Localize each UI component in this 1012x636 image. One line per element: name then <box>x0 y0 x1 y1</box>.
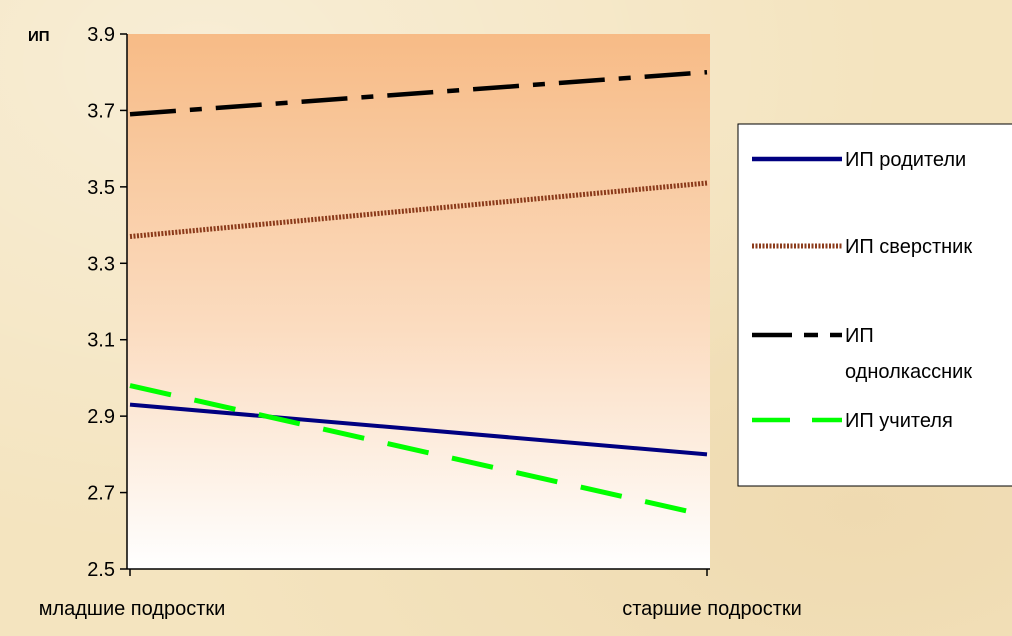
series-layer <box>129 69 708 518</box>
legend-label: ИП родители <box>845 149 966 171</box>
legend-box <box>737 123 1012 487</box>
y-tick-label: 3.9 <box>87 24 115 46</box>
legend-label: ИП <box>845 325 874 347</box>
x-axis: младшие подростки старшие подростки <box>39 568 802 620</box>
y-tick-label: 2.7 <box>87 483 115 505</box>
y-tick-label: 3.3 <box>87 253 115 275</box>
series-line <box>129 383 708 518</box>
y-tick-label: 2.9 <box>87 406 115 428</box>
y-tick-label: 3.1 <box>87 330 115 352</box>
plot-area <box>127 34 710 569</box>
y-tick-label: 2.5 <box>87 559 115 581</box>
y-tick-label: 3.7 <box>87 100 115 122</box>
legend-label: однолкассник <box>845 361 972 383</box>
series-line <box>129 69 708 117</box>
legend: ИП родители ИП сверстник ИП однолкассник ИП … <box>737 123 1012 487</box>
y-axis-label: ИП <box>28 28 50 45</box>
x-tick-label: старшие подростки <box>622 598 802 620</box>
series-line <box>129 402 708 457</box>
x-tick-label: младшие подростки <box>39 598 226 620</box>
y-axis: 2.5 2.7 2.9 3.1 3.3 3.5 3.7 3.9 <box>87 24 128 581</box>
legend-label: ИП сверстник <box>845 236 972 258</box>
legend-label: ИП учителя <box>845 410 953 432</box>
y-tick-label: 3.5 <box>87 177 115 199</box>
